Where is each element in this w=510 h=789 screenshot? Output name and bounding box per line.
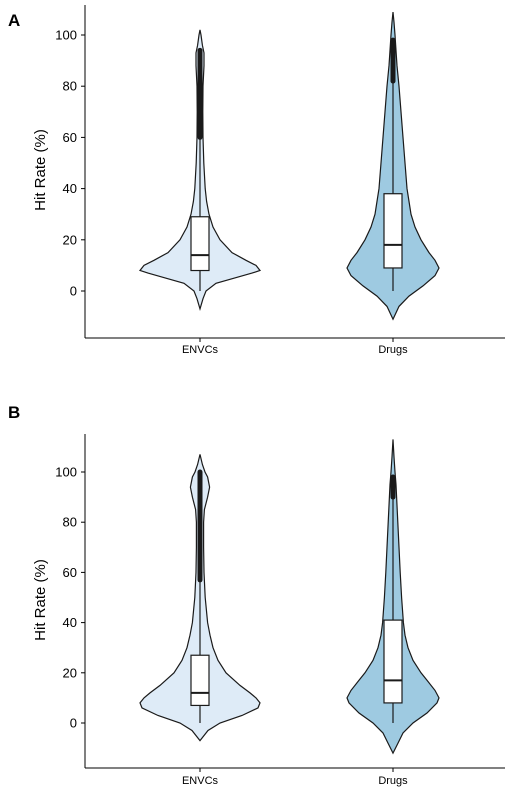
y-tick-label-a-20: 20 bbox=[63, 232, 77, 247]
plot-area-a: 0 20 40 60 80 100 ENVCs Drugs bbox=[55, 5, 505, 356]
box-drugs-a bbox=[383, 193, 403, 269]
category-label-drugs-b: Drugs bbox=[378, 775, 408, 787]
box-envcs-b bbox=[190, 654, 210, 707]
y-tick-label-a-80: 80 bbox=[63, 79, 77, 94]
y-tick-label-b-80: 80 bbox=[63, 515, 77, 530]
panel-b: B Hit Rate (%) 0 20 40 60 80 100 ENVCs Drugs bbox=[8, 403, 505, 787]
y-tick-label-b-0: 0 bbox=[70, 716, 77, 731]
y-tick-label-a-40: 40 bbox=[63, 181, 77, 196]
box-drugs-b bbox=[383, 619, 403, 704]
y-tick-label-b-40: 40 bbox=[63, 615, 77, 630]
y-tick-label-b-100: 100 bbox=[55, 465, 77, 480]
category-label-envcs-a: ENVCs bbox=[182, 344, 219, 356]
y-tick-label-a-100: 100 bbox=[55, 28, 77, 43]
category-label-envcs-b: ENVCs bbox=[182, 775, 219, 787]
y-tick-label-b-20: 20 bbox=[63, 665, 77, 680]
y-tick-label-a-60: 60 bbox=[63, 130, 77, 145]
y-tick-label-a-0: 0 bbox=[70, 284, 77, 299]
plot-area-b: 0 20 40 60 80 100 ENVCs Drugs bbox=[55, 434, 505, 787]
y-axis-title-a: Hit Rate (%) bbox=[32, 129, 49, 211]
panel-label-b: B bbox=[8, 403, 20, 422]
box-envcs-a bbox=[190, 216, 210, 272]
y-axis-title-b: Hit Rate (%) bbox=[32, 559, 49, 641]
panel-label-a: A bbox=[8, 11, 20, 30]
y-tick-label-b-60: 60 bbox=[63, 565, 77, 580]
category-label-drugs-a: Drugs bbox=[378, 344, 408, 356]
panel-a: A Hit Rate (%) 0 20 40 60 80 100 ENVCs Drugs bbox=[8, 5, 505, 356]
